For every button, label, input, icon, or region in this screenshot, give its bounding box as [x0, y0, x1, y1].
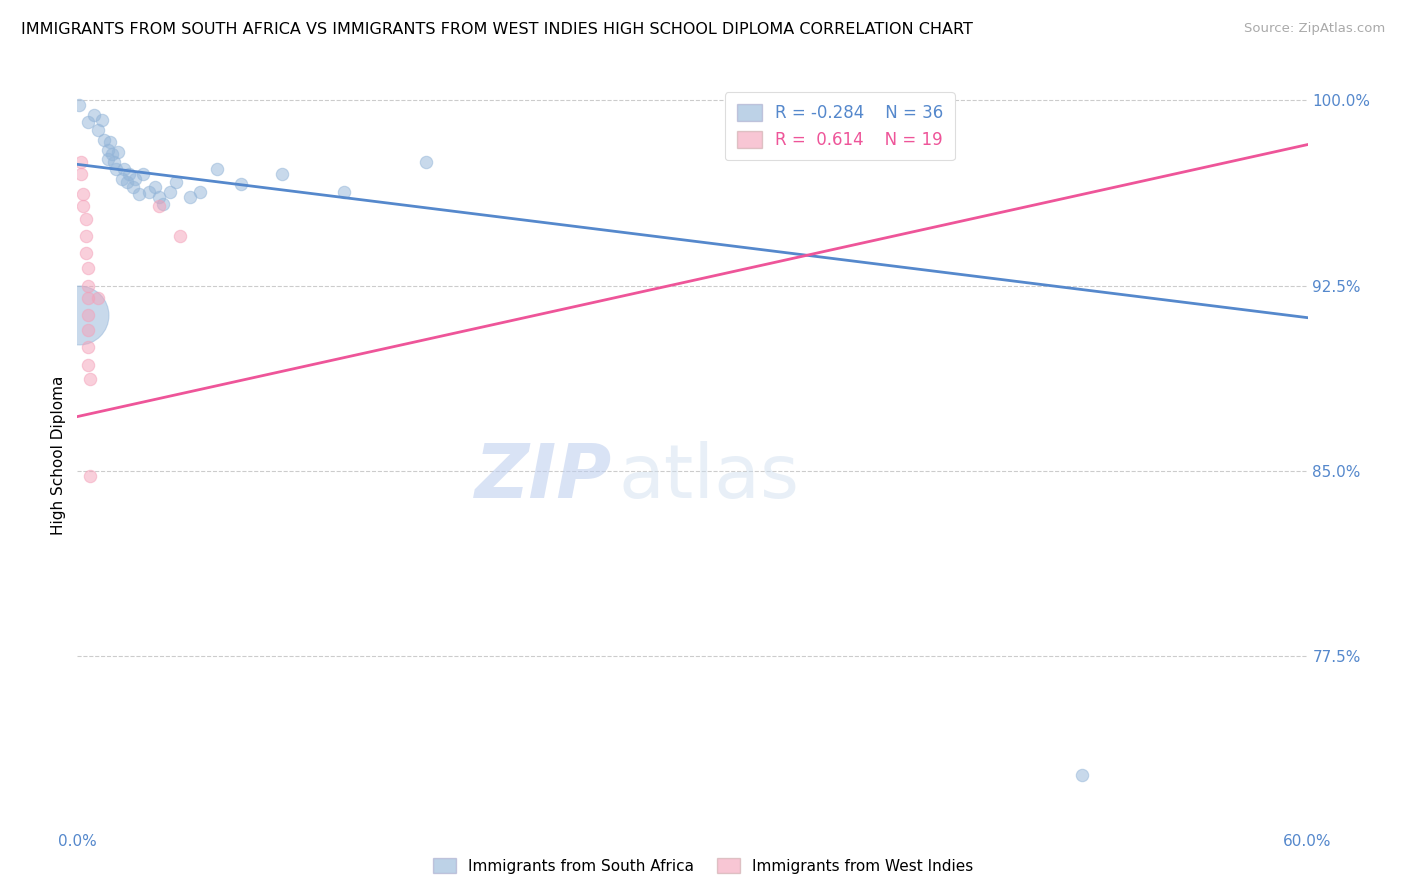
Point — [271, 167, 294, 181]
Point — [67, 98, 90, 112]
Point — [138, 185, 160, 199]
Point — [105, 162, 128, 177]
Point — [76, 340, 98, 354]
Point — [76, 278, 98, 293]
Point — [205, 162, 228, 177]
Point — [101, 147, 124, 161]
Point — [67, 308, 90, 322]
Point — [103, 154, 125, 169]
Point — [79, 469, 101, 483]
Point — [93, 133, 115, 147]
Point — [148, 199, 170, 213]
Point — [70, 154, 93, 169]
Point — [165, 175, 187, 189]
Legend: R = -0.284    N = 36, R =  0.614    N = 19: R = -0.284 N = 36, R = 0.614 N = 19 — [725, 93, 955, 161]
Point — [111, 172, 134, 186]
Point — [152, 197, 174, 211]
Point — [76, 261, 98, 276]
Point — [75, 246, 97, 260]
Point — [76, 323, 98, 337]
Point — [72, 187, 94, 202]
Point — [132, 167, 155, 181]
Point — [87, 122, 110, 136]
Point — [107, 145, 129, 159]
Point — [70, 167, 93, 181]
Point — [128, 187, 150, 202]
Point — [75, 229, 97, 244]
Point — [97, 143, 120, 157]
Text: Source: ZipAtlas.com: Source: ZipAtlas.com — [1244, 22, 1385, 36]
Point — [179, 189, 201, 203]
Point — [1071, 768, 1094, 782]
Point — [76, 115, 98, 129]
Point — [148, 189, 170, 203]
Text: atlas: atlas — [619, 441, 800, 514]
Text: IMMIGRANTS FROM SOUTH AFRICA VS IMMIGRANTS FROM WEST INDIES HIGH SCHOOL DIPLOMA : IMMIGRANTS FROM SOUTH AFRICA VS IMMIGRAN… — [21, 22, 973, 37]
Point — [121, 179, 143, 194]
Y-axis label: High School Diploma: High School Diploma — [51, 376, 66, 534]
Point — [188, 185, 212, 199]
Point — [159, 185, 181, 199]
Legend: Immigrants from South Africa, Immigrants from West Indies: Immigrants from South Africa, Immigrants… — [426, 852, 980, 880]
Point — [117, 167, 139, 181]
Point — [76, 308, 98, 322]
Point — [169, 229, 191, 244]
Text: ZIP: ZIP — [475, 441, 613, 514]
Point — [90, 112, 114, 127]
Point — [114, 162, 136, 177]
Point — [231, 177, 253, 191]
Point — [98, 135, 121, 149]
Point — [83, 108, 105, 122]
Point — [333, 185, 356, 199]
Point — [415, 154, 437, 169]
Point — [124, 172, 146, 186]
Point — [79, 372, 101, 386]
Point — [87, 291, 110, 305]
Point — [76, 358, 98, 372]
Point — [75, 211, 97, 226]
Point — [143, 179, 166, 194]
Point — [72, 199, 94, 213]
Point — [97, 153, 120, 167]
Point — [76, 291, 98, 305]
Point — [115, 175, 138, 189]
